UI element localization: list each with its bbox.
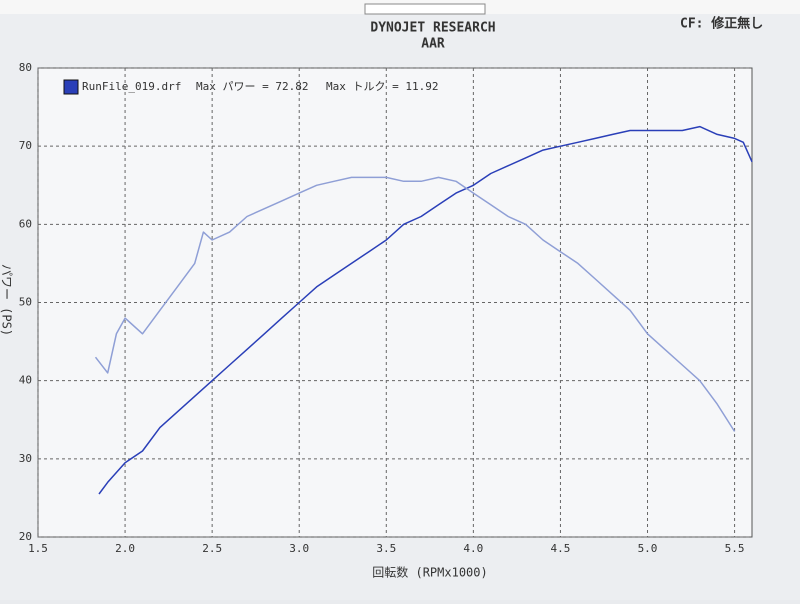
x-axis-label: 回転数 (RPMx1000) (372, 565, 487, 580)
x-tick-label: 1.5 (28, 542, 48, 555)
x-tick-label: 4.0 (463, 542, 483, 555)
x-tick-label: 3.0 (289, 542, 309, 555)
x-tick-label: 5.0 (638, 542, 658, 555)
y-tick-label: 40 (19, 374, 32, 387)
chart-title: DYNOJET RESEARCH (370, 21, 495, 36)
data-line (94, 176, 736, 432)
x-tick-label: 4.5 (551, 542, 571, 555)
x-tick-label: 3.5 (376, 542, 396, 555)
y-tick-label: 80 (19, 61, 32, 74)
legend-label: RunFile_019.drf (82, 80, 181, 93)
legend-swatch (63, 79, 79, 95)
y-tick-label: 30 (19, 452, 32, 465)
y-tick-label: 50 (19, 296, 32, 309)
data-line (98, 125, 753, 495)
y-tick-label: 20 (19, 530, 32, 543)
chart-subtitle: AAR (421, 37, 445, 52)
max-power-note: Max パワー = 72.82 (196, 80, 308, 93)
x-tick-label: 2.5 (202, 542, 222, 555)
y-tick-label: 70 (19, 139, 32, 152)
x-tick-label: 2.0 (115, 542, 135, 555)
dropdown[interactable] (364, 3, 486, 15)
y-axis-label: パワー (PS) (0, 264, 14, 336)
max-torque-note: Max トルク = 11.92 (326, 80, 438, 93)
x-tick-label: 5.5 (725, 542, 745, 555)
corner-note: CF: 修正無し (680, 16, 763, 32)
y-tick-label: 60 (19, 217, 32, 230)
